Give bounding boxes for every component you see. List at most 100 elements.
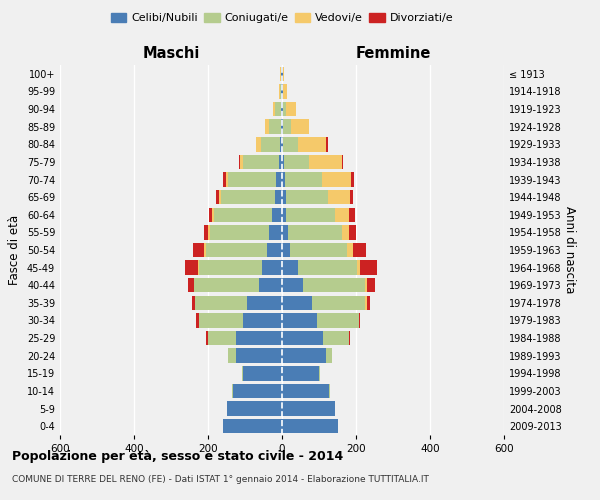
Bar xyxy=(228,172,276,186)
Bar xyxy=(233,384,282,398)
Bar xyxy=(261,137,280,152)
Bar xyxy=(319,366,320,380)
Text: Femmine: Femmine xyxy=(355,46,431,62)
Bar xyxy=(188,278,194,292)
Bar xyxy=(326,348,332,363)
Bar xyxy=(193,243,204,257)
Bar xyxy=(313,296,365,310)
Bar xyxy=(281,120,282,134)
Text: COMUNE DI TERRE DEL RENO (FE) - Dati ISTAT 1° gennaio 2014 - Elaborazione TUTTIT: COMUNE DI TERRE DEL RENO (FE) - Dati IST… xyxy=(12,475,429,484)
Bar xyxy=(281,66,282,81)
Bar xyxy=(365,278,367,292)
Bar xyxy=(285,172,322,186)
Bar xyxy=(365,296,367,310)
Bar xyxy=(284,154,309,169)
Bar xyxy=(290,243,347,257)
Bar xyxy=(279,154,282,169)
Bar xyxy=(283,102,286,117)
Bar xyxy=(199,314,243,328)
Bar xyxy=(279,84,280,98)
Bar xyxy=(282,384,329,398)
Bar xyxy=(247,296,282,310)
Bar xyxy=(243,314,282,328)
Bar xyxy=(282,278,303,292)
Y-axis label: Fasce di età: Fasce di età xyxy=(8,215,21,285)
Bar xyxy=(219,190,221,204)
Bar xyxy=(353,243,365,257)
Bar xyxy=(361,260,377,275)
Bar xyxy=(329,384,330,398)
Bar xyxy=(223,419,282,434)
Bar xyxy=(358,260,361,275)
Bar xyxy=(192,296,195,310)
Bar xyxy=(267,243,282,257)
Bar xyxy=(286,102,296,117)
Bar xyxy=(282,172,285,186)
Bar xyxy=(282,84,283,98)
Bar xyxy=(282,314,317,328)
Bar xyxy=(283,84,287,98)
Bar xyxy=(282,102,283,117)
Bar xyxy=(349,208,355,222)
Bar xyxy=(229,348,236,363)
Bar xyxy=(282,348,326,363)
Bar xyxy=(359,314,361,328)
Bar xyxy=(185,260,197,275)
Bar xyxy=(272,208,282,222)
Bar xyxy=(196,314,199,328)
Bar xyxy=(236,348,282,363)
Bar xyxy=(262,260,282,275)
Bar xyxy=(259,278,282,292)
Bar xyxy=(242,366,243,380)
Bar xyxy=(214,208,272,222)
Bar xyxy=(209,208,212,222)
Bar xyxy=(206,331,208,345)
Bar xyxy=(197,260,199,275)
Bar xyxy=(199,260,262,275)
Bar xyxy=(282,296,313,310)
Bar xyxy=(204,243,206,257)
Bar xyxy=(282,137,283,152)
Bar xyxy=(282,366,319,380)
Bar xyxy=(283,137,298,152)
Bar xyxy=(275,102,281,117)
Bar xyxy=(282,260,298,275)
Bar xyxy=(194,278,259,292)
Text: Maschi: Maschi xyxy=(142,46,200,62)
Bar xyxy=(349,225,356,240)
Bar xyxy=(280,84,281,98)
Bar xyxy=(351,172,354,186)
Bar xyxy=(195,296,247,310)
Bar xyxy=(208,225,210,240)
Bar xyxy=(227,402,282,416)
Bar xyxy=(367,296,370,310)
Bar xyxy=(350,190,353,204)
Bar xyxy=(206,243,267,257)
Bar xyxy=(221,190,275,204)
Bar xyxy=(282,402,335,416)
Bar xyxy=(232,384,233,398)
Bar xyxy=(282,208,286,222)
Bar xyxy=(276,172,282,186)
Bar xyxy=(223,172,226,186)
Bar xyxy=(236,331,282,345)
Bar xyxy=(291,120,308,134)
Text: Popolazione per età, sesso e stato civile - 2014: Popolazione per età, sesso e stato civil… xyxy=(12,450,343,463)
Bar xyxy=(269,225,282,240)
Bar xyxy=(239,154,240,169)
Y-axis label: Anni di nascita: Anni di nascita xyxy=(563,206,575,294)
Bar xyxy=(282,120,283,134)
Bar xyxy=(282,66,283,81)
Bar xyxy=(298,137,326,152)
Bar xyxy=(326,137,328,152)
Bar xyxy=(286,208,335,222)
Legend: Celibi/Nubili, Coniugati/e, Vedovi/e, Divorziati/e: Celibi/Nubili, Coniugati/e, Vedovi/e, Di… xyxy=(106,8,458,28)
Bar xyxy=(322,172,351,186)
Bar xyxy=(341,154,343,169)
Bar xyxy=(341,225,349,240)
Bar xyxy=(203,225,208,240)
Bar xyxy=(367,278,374,292)
Bar xyxy=(288,225,341,240)
Bar xyxy=(317,314,359,328)
Bar xyxy=(347,243,353,257)
